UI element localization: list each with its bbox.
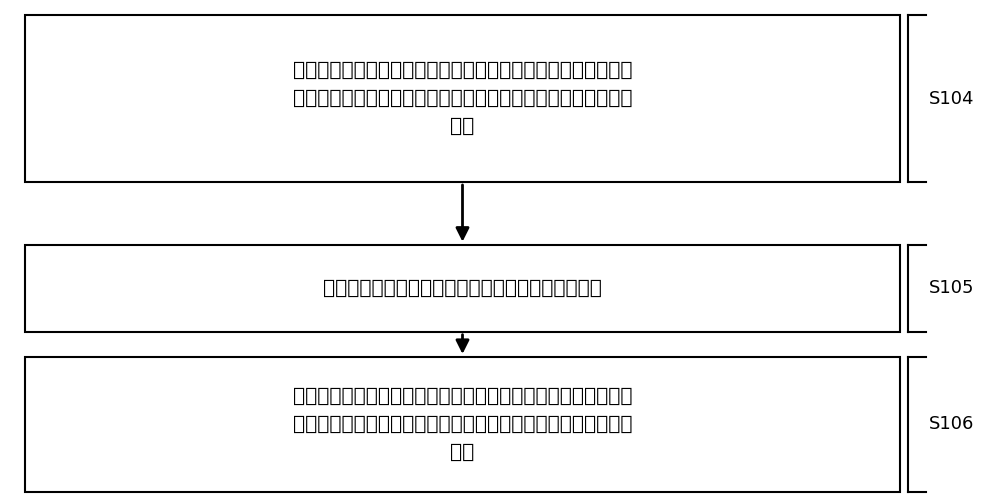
- Text: S105: S105: [929, 279, 974, 297]
- Text: S104: S104: [929, 89, 974, 108]
- Text: 如果温度最低的分区的温度值小于低温加热阈值，则同时加热电
池的各个分区，至温度最低的分区的温度值大于或等于低温加热
阈值: 如果温度最低的分区的温度值小于低温加热阈值，则同时加热电 池的各个分区，至温度最…: [293, 387, 632, 462]
- FancyBboxPatch shape: [25, 15, 900, 182]
- FancyBboxPatch shape: [25, 245, 900, 332]
- FancyBboxPatch shape: [25, 357, 900, 492]
- Text: 对于大于或等于温差设定值的相邻温差，对该相邻温差对应的分
区中温度较低的分区进行加热，直至全部相邻温差均小于温差设
定值: 对于大于或等于温差设定值的相邻温差，对该相邻温差对应的分 区中温度较低的分区进行…: [293, 61, 632, 136]
- Text: 判断温度最低的分区的温度值是否小于低温加热阈值: 判断温度最低的分区的温度值是否小于低温加热阈值: [323, 278, 602, 298]
- Text: S106: S106: [929, 415, 974, 433]
